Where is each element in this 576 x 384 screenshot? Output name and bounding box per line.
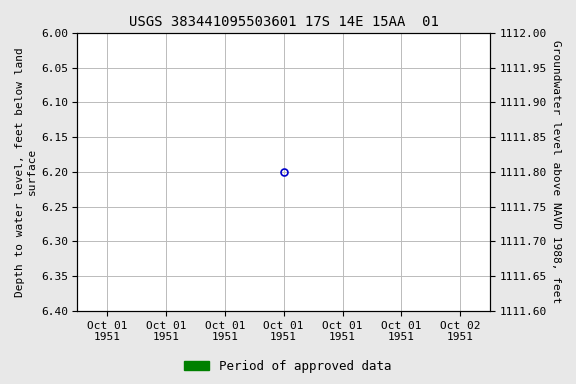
Y-axis label: Depth to water level, feet below land
surface: Depth to water level, feet below land su… bbox=[15, 47, 37, 297]
Y-axis label: Groundwater level above NAVD 1988, feet: Groundwater level above NAVD 1988, feet bbox=[551, 40, 561, 303]
Title: USGS 383441095503601 17S 14E 15AA  01: USGS 383441095503601 17S 14E 15AA 01 bbox=[129, 15, 438, 29]
Legend: Period of approved data: Period of approved data bbox=[179, 355, 397, 378]
